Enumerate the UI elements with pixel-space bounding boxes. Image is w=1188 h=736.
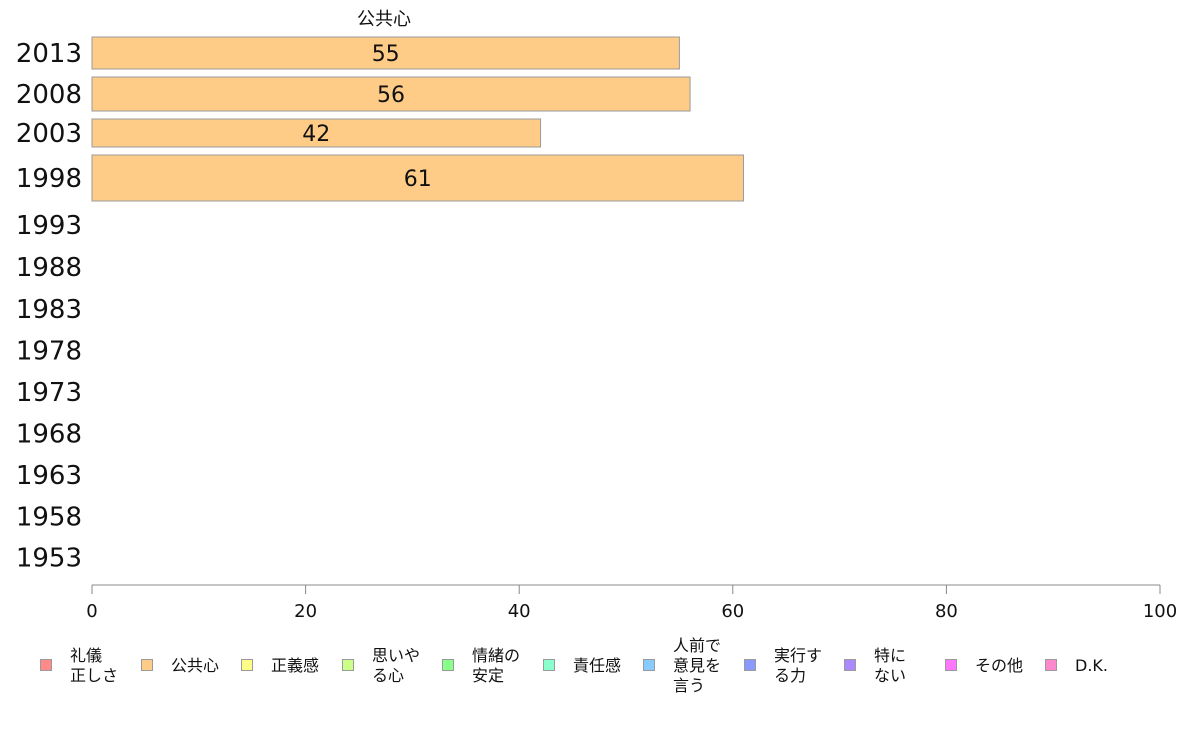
legend-item: 人前で 意見を 言う — [643, 636, 721, 696]
legend-item: 情緒の 安定 — [442, 636, 520, 686]
legend-item: 責任感 — [543, 636, 621, 676]
y-tick-label: 2003 — [16, 119, 82, 149]
legend-swatch — [744, 659, 756, 671]
y-tick-label: 1998 — [16, 164, 82, 194]
legend: 礼儀 正しさ 公共心 正義感 思いや る心 情緒の 安定 責任感 人前で 意見を 言う 実行す… — [0, 636, 1188, 706]
legend-swatch — [241, 659, 253, 671]
y-axis-labels: 2013 2008 2003 1998 1993 1988 1983 1978 1973 1968… — [16, 39, 82, 574]
legend-item: 公共心 — [141, 636, 219, 676]
bar — [91, 76, 691, 112]
legend-swatch — [342, 659, 354, 671]
legend-item: 思いや る心 — [342, 636, 420, 686]
y-tick-label: 1988 — [16, 253, 82, 283]
x-tick-label: 20 — [294, 601, 317, 622]
x-tick-label: 40 — [508, 601, 531, 622]
y-tick-label: 1978 — [16, 337, 82, 367]
legend-item: D.K. — [1045, 636, 1108, 676]
y-tick-label: 1983 — [16, 295, 82, 325]
legend-label: 人前で 意見を 言う — [673, 636, 722, 695]
legend-swatch — [141, 659, 153, 671]
legend-swatch — [1045, 659, 1057, 671]
legend-item: 正義感 — [241, 636, 319, 676]
y-tick-label: 1973 — [16, 378, 82, 408]
y-tick-label: 1953 — [16, 544, 82, 574]
y-tick-label: 2008 — [16, 80, 82, 110]
x-axis: 0 20 40 60 80 100 — [86, 584, 1177, 622]
legend-label: 責任感 — [573, 656, 622, 675]
bar — [91, 154, 744, 202]
legend-swatch — [643, 659, 655, 671]
legend-label: 特に ない — [874, 646, 907, 685]
bar — [91, 118, 542, 148]
bar-value-label: 55 — [372, 42, 400, 67]
legend-label: 礼儀 正しさ — [70, 646, 119, 685]
legend-label: 実行す る力 — [774, 646, 823, 685]
bar-chart: 公共心 55 56 42 61 2013 2008 2003 1998 1993 1988 198… — [16, 9, 1177, 622]
y-tick-label: 2013 — [16, 39, 82, 69]
legend-swatch — [844, 659, 856, 671]
legend-swatch — [442, 659, 454, 671]
y-tick-label: 1968 — [16, 420, 82, 450]
legend-item: 特に ない — [844, 636, 906, 686]
x-tick-label: 100 — [1143, 601, 1177, 622]
legend-label: 思いや る心 — [372, 646, 421, 685]
bar-value-label: 42 — [302, 122, 330, 147]
bar — [91, 36, 680, 70]
legend-label: 正義感 — [271, 656, 320, 675]
x-tick-label: 60 — [721, 601, 744, 622]
legend-item: 実行す る力 — [744, 636, 822, 686]
legend-label: その他 — [975, 656, 1024, 675]
legend-label: 公共心 — [171, 656, 220, 675]
legend-item: その他 — [945, 636, 1023, 676]
legend-label: D.K. — [1075, 656, 1108, 675]
y-tick-label: 1963 — [16, 461, 82, 491]
bars-group: 55 56 42 61 — [91, 36, 744, 202]
bar-value-label: 61 — [404, 167, 432, 192]
y-tick-label: 1993 — [16, 211, 82, 241]
legend-swatch — [543, 659, 555, 671]
legend-swatch — [40, 659, 52, 671]
legend-swatch — [945, 659, 957, 671]
chart-title: 公共心 — [357, 9, 411, 30]
bar-value-label: 56 — [377, 83, 405, 108]
x-tick-label: 80 — [935, 601, 958, 622]
y-tick-label: 1958 — [16, 503, 82, 533]
legend-label: 情緒の 安定 — [472, 646, 521, 685]
x-tick-label: 0 — [86, 601, 97, 622]
legend-item: 礼儀 正しさ — [40, 636, 118, 686]
